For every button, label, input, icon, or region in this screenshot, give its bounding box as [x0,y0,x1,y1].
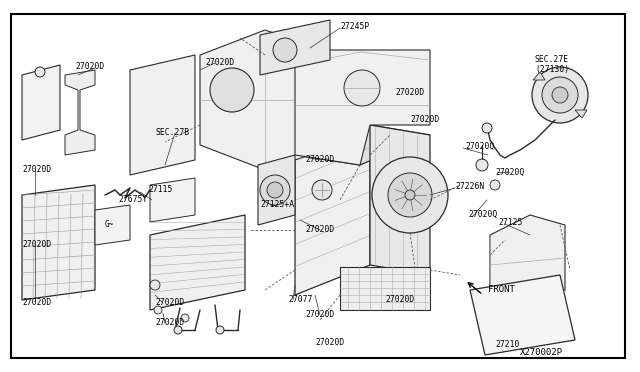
Text: SEC.27B: SEC.27B [155,128,189,137]
Text: 27675Y: 27675Y [118,195,147,204]
Text: FRONT: FRONT [488,285,515,294]
Polygon shape [200,30,340,170]
Circle shape [482,123,492,133]
Circle shape [388,173,432,217]
Polygon shape [340,267,430,310]
Text: 27020Q: 27020Q [495,168,524,177]
Text: X270002P: X270002P [520,348,563,357]
Circle shape [260,175,290,205]
Text: 27020D: 27020D [410,115,439,124]
Polygon shape [150,215,245,310]
Circle shape [216,326,224,334]
Circle shape [267,182,283,198]
Circle shape [490,180,500,190]
Circle shape [372,157,448,233]
Text: 27210: 27210 [495,340,520,349]
Circle shape [552,87,568,103]
Polygon shape [65,70,95,155]
Polygon shape [295,125,430,165]
Polygon shape [150,178,195,222]
Circle shape [210,68,254,112]
Polygon shape [370,125,430,275]
Polygon shape [95,205,130,245]
Circle shape [35,67,45,77]
Circle shape [312,180,332,200]
Polygon shape [22,185,95,300]
Text: 27125: 27125 [498,218,522,227]
Polygon shape [295,50,430,165]
Polygon shape [490,215,565,305]
Circle shape [542,77,578,113]
Text: 27020D: 27020D [315,338,344,347]
Circle shape [174,326,182,334]
Circle shape [150,280,160,290]
Circle shape [476,159,488,171]
Polygon shape [260,20,330,75]
Circle shape [344,70,380,106]
Text: G~: G~ [105,220,115,229]
Text: 27115: 27115 [148,185,172,194]
Polygon shape [470,275,575,355]
Text: 27020D: 27020D [22,240,51,249]
Polygon shape [295,125,370,295]
Text: 27020D: 27020D [305,155,334,164]
Circle shape [532,67,588,123]
Text: 27020Q: 27020Q [468,210,497,219]
Text: 27020D: 27020D [305,225,334,234]
Text: 27020D: 27020D [385,295,414,304]
Text: 27245P: 27245P [340,22,369,31]
Text: SEC.27E
(27130): SEC.27E (27130) [535,55,569,74]
Text: 27020D: 27020D [75,62,104,71]
Polygon shape [575,110,587,118]
Circle shape [273,38,297,62]
Text: 27020Q: 27020Q [465,142,494,151]
Text: 27020D: 27020D [22,298,51,307]
Text: 27020D: 27020D [155,318,184,327]
Circle shape [405,190,415,200]
Circle shape [154,306,162,314]
Polygon shape [258,155,295,225]
Text: 27226N: 27226N [455,182,484,191]
Text: 27125+A: 27125+A [260,200,294,209]
Text: 27020D: 27020D [305,310,334,319]
Circle shape [181,314,189,322]
Text: 27020D: 27020D [155,298,184,307]
Polygon shape [533,72,545,80]
Polygon shape [22,65,60,140]
Text: 27077: 27077 [288,295,312,304]
Text: 27020D: 27020D [205,58,234,67]
Polygon shape [130,55,195,175]
Text: 27020D: 27020D [395,88,424,97]
Text: 27020D: 27020D [22,165,51,174]
